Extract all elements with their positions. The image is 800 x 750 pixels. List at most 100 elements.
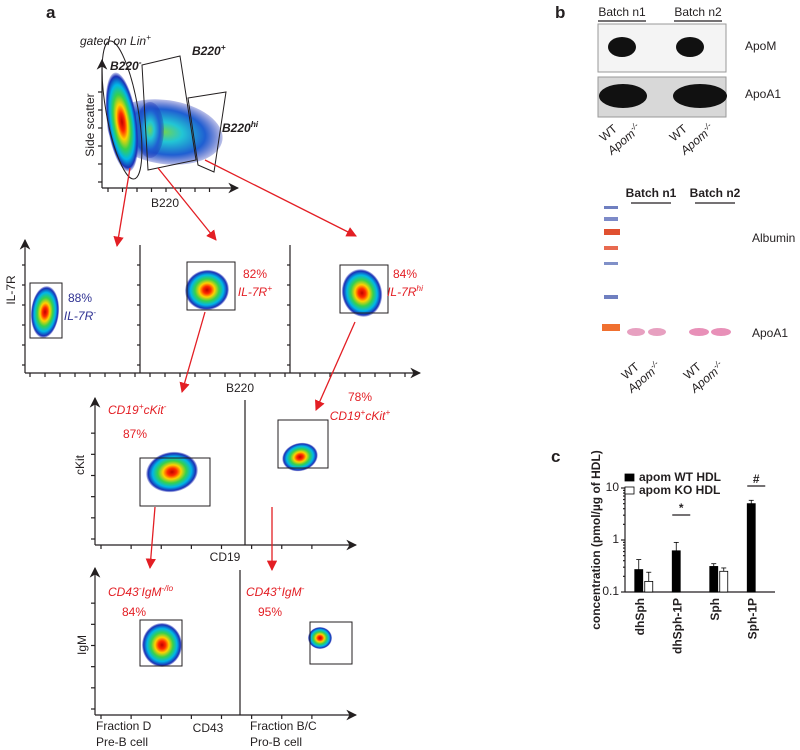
y-axis-label: cKit [73, 454, 87, 475]
population-label-part: + [277, 583, 282, 593]
bar [671, 550, 681, 593]
fraction-label: Fraction B/C [250, 719, 317, 733]
density-blob [146, 451, 198, 493]
percent-label: 84% [122, 605, 146, 619]
panel-label: c [551, 447, 560, 466]
arrow [179, 311, 206, 393]
x-axis-label: B220 [151, 196, 179, 210]
gate [277, 419, 329, 469]
arrow [315, 321, 356, 411]
population-label: IL-7R+ [238, 283, 272, 299]
x-tick-label: Sph-1P [745, 598, 759, 639]
population-label-part: IgM [282, 585, 302, 599]
population-label-part: IgM [141, 585, 161, 599]
y-axis-label: IL-7R [4, 275, 18, 305]
cell-label: Pro-B cell [250, 735, 302, 749]
population-label-part: CD43 [246, 585, 277, 599]
gate-label-part: B220 [192, 44, 221, 58]
population-label-part: IL-7R [387, 285, 417, 299]
percent-label: 95% [258, 605, 282, 619]
band-label: ApoM [745, 39, 776, 53]
population-label-part: + [267, 283, 272, 293]
population-label-part: CD19 [330, 409, 361, 423]
ladder [602, 206, 620, 331]
batch-label: Batch n2 [690, 186, 741, 200]
gate [187, 91, 227, 173]
band-label: Albumin [752, 231, 795, 245]
gate-label: B220hi [222, 119, 259, 135]
gating-label-part: gated on Lin [80, 34, 146, 48]
density-blob [185, 269, 229, 311]
x-tick-label: Sph [708, 598, 722, 621]
band [673, 84, 727, 108]
density-blob [136, 102, 164, 158]
gate [141, 55, 197, 171]
x-axis-label: B220 [226, 381, 254, 395]
population-label: CD43+IgM- [246, 583, 305, 599]
x-tick-label: dhSph [633, 598, 647, 635]
population-label-part: - [302, 583, 305, 593]
y-tick-label: 0.1 [602, 584, 619, 598]
gating-label-part: + [146, 32, 151, 42]
population-label-part: cKit [365, 409, 386, 423]
gate-label: B220- [110, 57, 142, 73]
y-tick-label: 10 [606, 480, 620, 494]
population-label-part: - [139, 583, 142, 593]
population-label-part: - [93, 307, 96, 317]
percent-label: 88% [68, 291, 92, 305]
population-label: CD43-IgM-/lo [108, 583, 173, 599]
error-bar [721, 567, 727, 572]
error-bar [646, 571, 652, 582]
percent-label: 82% [243, 267, 267, 281]
population-label-part: + [360, 407, 365, 417]
gate-label-part: - [139, 57, 142, 67]
x-tick-label: dhSph-1P [670, 598, 684, 654]
population-label-part: + [385, 407, 390, 417]
y-axis-label: concentration (pmol/µg of HDL) [589, 450, 603, 630]
y-axis-label: IgM [75, 635, 89, 655]
batch-label: Batch n2 [674, 5, 722, 19]
density-blob [142, 623, 182, 667]
arrow [204, 159, 357, 237]
bar [644, 580, 654, 593]
density-blob [341, 269, 383, 317]
population-label-part: -/lo [162, 583, 174, 593]
bar [634, 569, 644, 593]
gate [186, 261, 236, 311]
percent-label: 78% [348, 390, 372, 404]
gate-label-part: + [221, 42, 226, 52]
x-axis-label: CD19 [210, 550, 241, 564]
population-label: CD19+cKit+ [330, 407, 391, 423]
legend-swatch [624, 473, 635, 482]
legend-label: apom KO HDL [639, 483, 720, 497]
batch-label: Batch n1 [626, 186, 677, 200]
band [599, 84, 647, 108]
gate-label-part: hi [251, 119, 259, 129]
gate [101, 40, 143, 180]
gate [309, 621, 353, 665]
error-bar [673, 541, 679, 551]
gate [139, 619, 183, 667]
band-label: ApoA1 [752, 326, 788, 340]
percent-label: 87% [123, 427, 147, 441]
bar [719, 570, 729, 593]
gate [339, 264, 389, 314]
band-label: ApoA1 [745, 87, 781, 101]
arrow [113, 167, 131, 248]
population-label: IL-7R- [64, 307, 96, 323]
gate-label-part: B220 [110, 59, 139, 73]
fraction-label: Fraction D [96, 719, 152, 733]
percent-label: 84% [393, 267, 417, 281]
band [676, 37, 704, 57]
bar [746, 503, 756, 593]
arrow [157, 167, 217, 241]
density-blob [30, 286, 60, 338]
population-label-part: CD43 [108, 585, 139, 599]
band [608, 37, 636, 57]
population-label-part: IL-7R [64, 309, 94, 323]
legend-swatch [624, 486, 635, 495]
cell-label: Pre-B cell [96, 735, 148, 749]
batch-label: Batch n1 [598, 5, 646, 19]
density-blob [308, 627, 332, 649]
